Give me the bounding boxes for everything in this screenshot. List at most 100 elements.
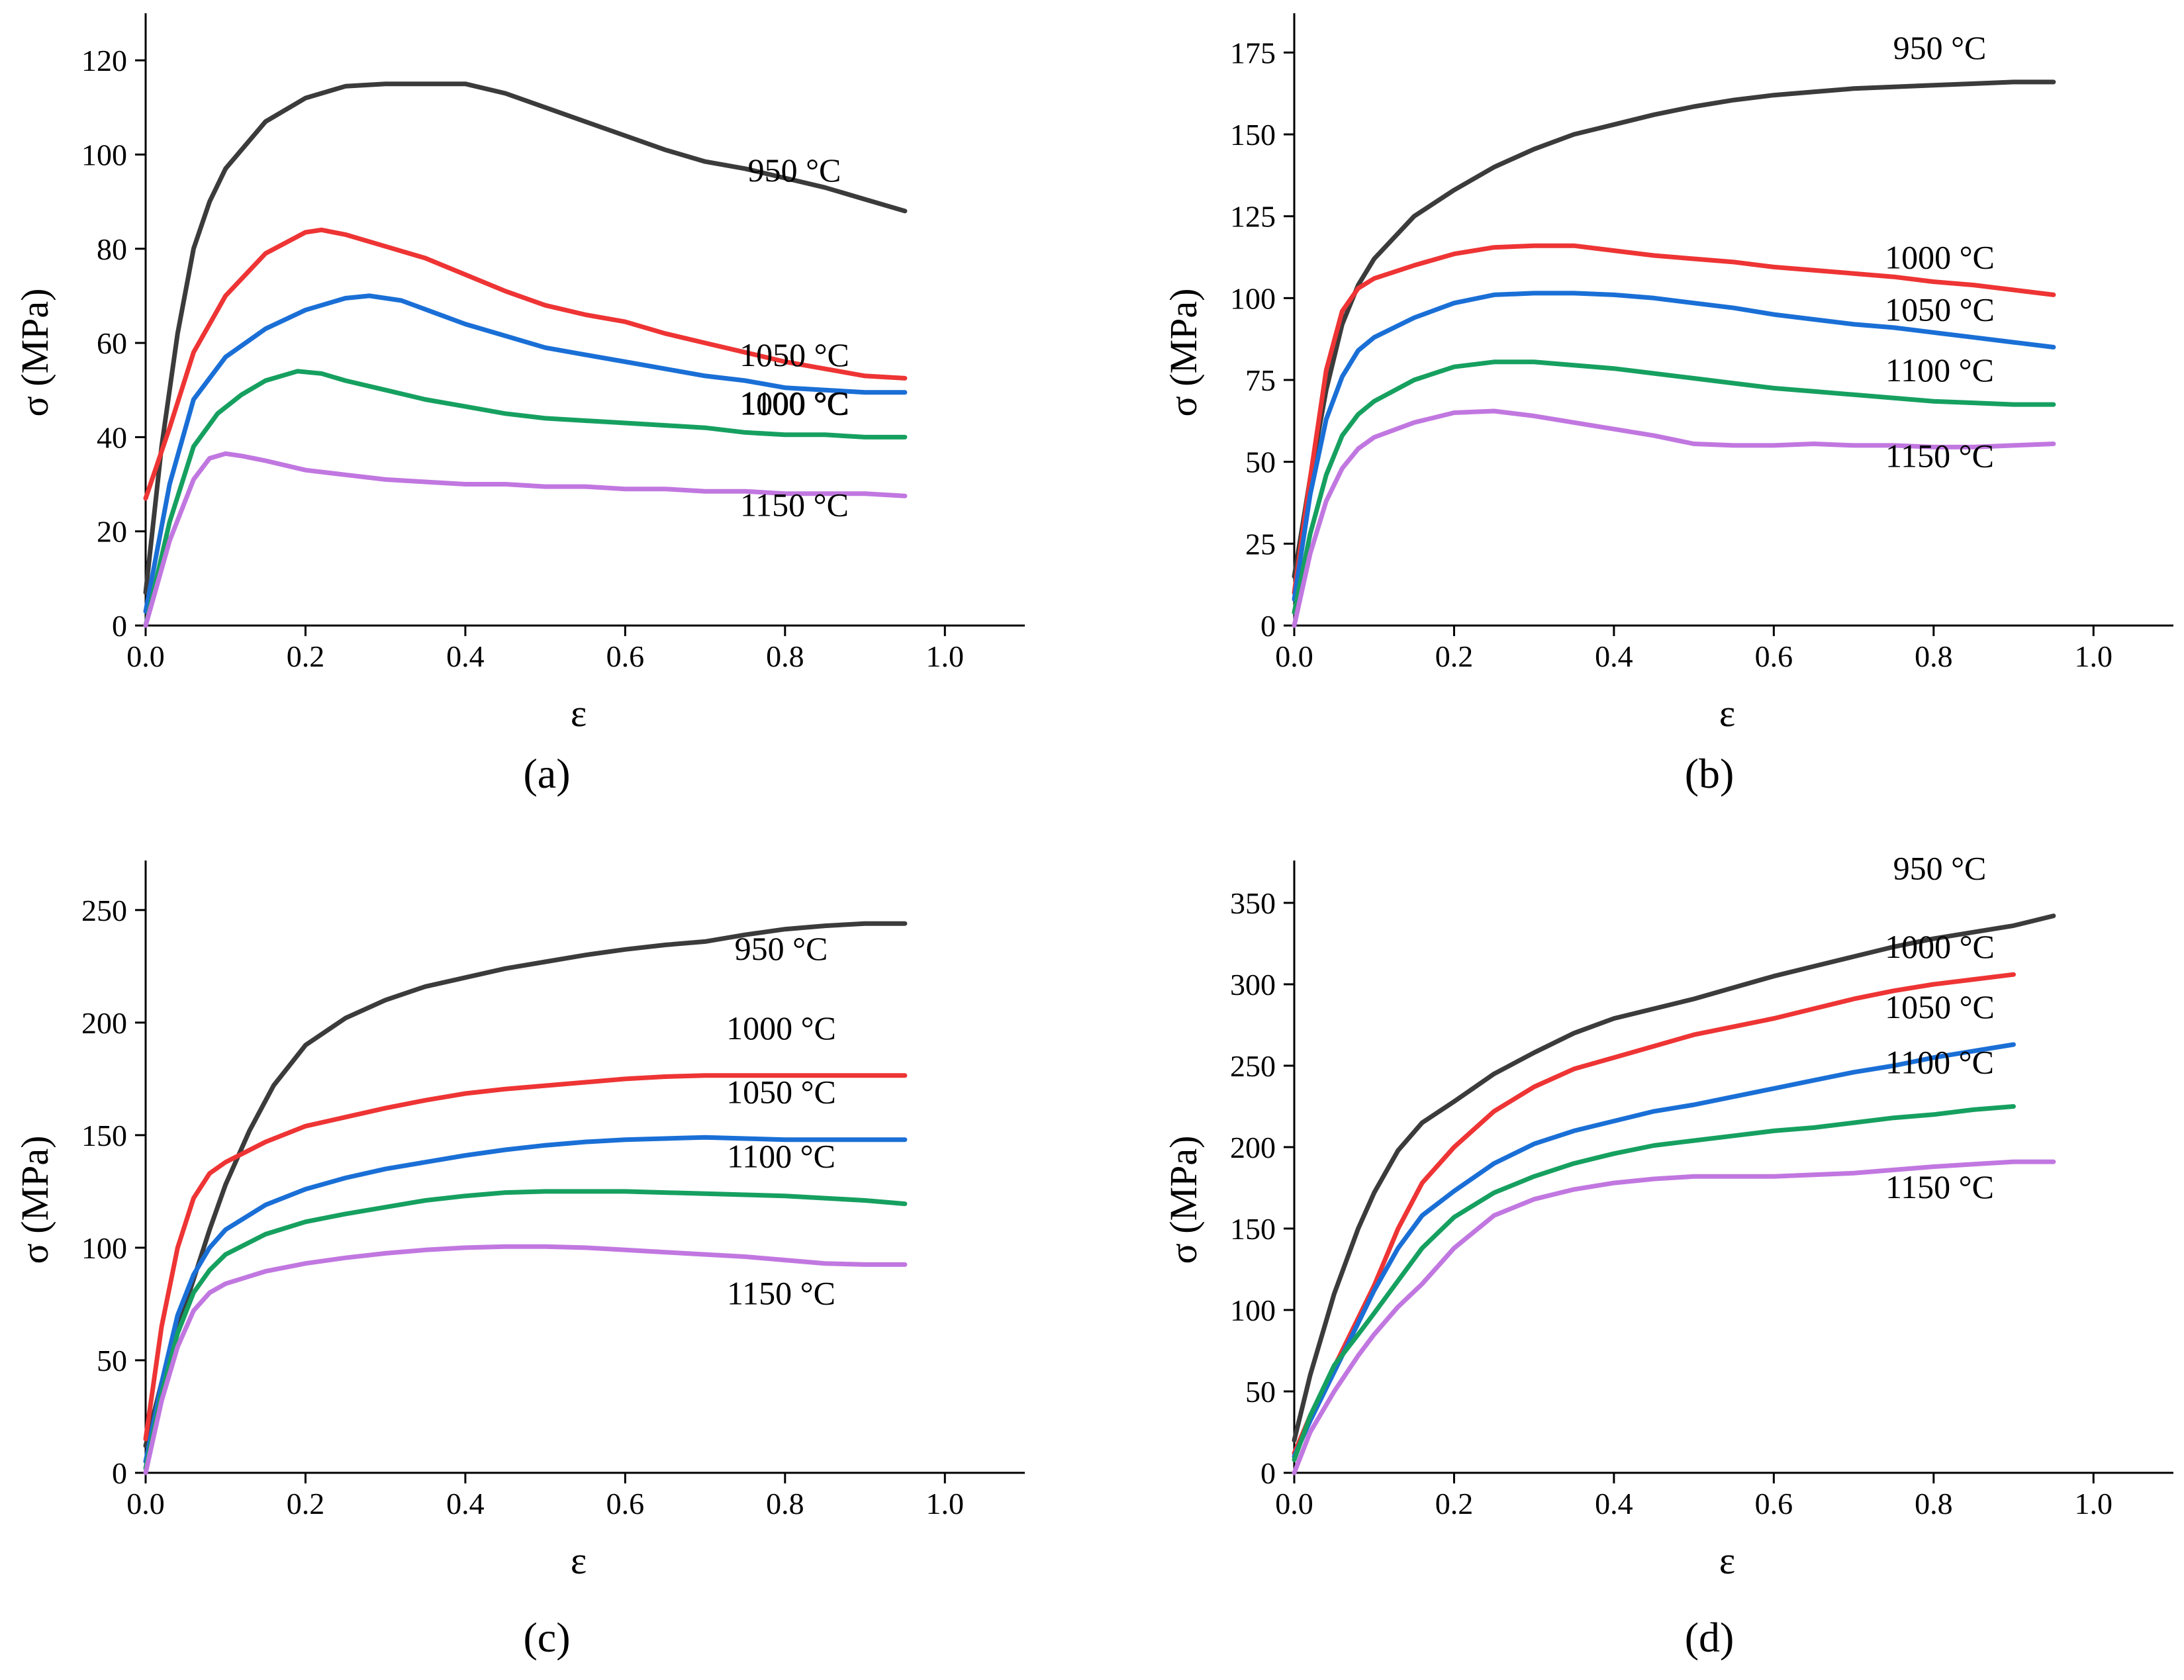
y-tick-label: 20: [97, 515, 127, 549]
x-tick-label: 0.6: [606, 1487, 645, 1520]
y-tick-label: 75: [1245, 363, 1276, 397]
y-axis-title-c: σ (MPa): [13, 1136, 56, 1264]
series-label-1100-c: 1100 °C: [727, 1138, 835, 1175]
series-line-1150-b: [1292, 408, 2056, 628]
series-line-1000-b: [1292, 243, 2056, 595]
x-tick-label: 1.0: [2075, 1487, 2113, 1520]
series-label-1000-d: 1000 °C: [1885, 928, 1995, 965]
series-line-1100-a: [143, 369, 908, 628]
x-tick-label: 0.6: [606, 639, 645, 673]
x-tick-label: 1.0: [926, 1487, 965, 1520]
x-axis-title-c: ε: [571, 1539, 587, 1582]
series-line-950-b: [1292, 79, 2056, 579]
y-tick-label: 50: [97, 1344, 127, 1377]
series-label-1000-b: 1000 °C: [1885, 238, 1995, 275]
y-tick-label: 100: [1230, 1293, 1276, 1327]
x-axis-title-a: ε: [571, 692, 587, 735]
series-line-1150-d: [1292, 1159, 2056, 1475]
y-tick-label: 100: [81, 138, 127, 171]
x-tick-label: 0.2: [1435, 1487, 1474, 1520]
series-line-1050-a: [143, 293, 908, 614]
series-line-1100-c: [143, 1189, 908, 1471]
panel-b: (b) 0.0 0.2 0.4 0.6 0.8 1.0 0 25 50 75 100 125 150 17…: [1162, 13, 2173, 797]
panel-label-d: (d): [1685, 1614, 1734, 1661]
x-tick-label: 0.2: [1435, 639, 1474, 673]
series-label-1150-b: 1150 °C: [1885, 437, 1994, 474]
series-line-950-c: [143, 921, 908, 1448]
y-tick-label: 40: [97, 420, 127, 454]
y-tick-label: 80: [97, 232, 127, 266]
x-tick-label: 1.0: [2075, 639, 2113, 673]
series-label-1100-d: 1100 °C: [1885, 1043, 1994, 1080]
y-tick-label: 250: [1230, 1049, 1276, 1083]
series-line-1000-c: [143, 1073, 908, 1442]
y-tick-label: 150: [81, 1119, 127, 1152]
x-tick-label: 0.0: [1275, 639, 1313, 673]
y-tick-label: 0: [1260, 609, 1276, 643]
x-tick-label: 0.8: [1915, 1487, 1953, 1520]
y-tick-label: 0: [1260, 1456, 1276, 1490]
x-axis-title-d: ε: [1719, 1539, 1735, 1582]
y-tick-label: 0: [112, 1456, 127, 1490]
x-axis-title-b: ε: [1719, 692, 1735, 735]
series-line-1150-a: [143, 451, 908, 628]
series-label-1150-d: 1150 °C: [1885, 1168, 1994, 1205]
series-line-950-a: [143, 81, 908, 595]
series-line-1050-d: [1292, 1042, 2016, 1459]
x-tick-label: 0.0: [1275, 1487, 1313, 1520]
panel-d: (d) 0.0 0.2 0.4 0.6 0.8 1.0 0 50 100 150 200 250 300…: [1162, 850, 2173, 1661]
series-label-1150-a: 1150 °C: [740, 486, 849, 523]
series-label-1100-a: 1100 °C: [740, 384, 849, 421]
y-tick-label: 0: [112, 609, 127, 643]
y-tick-label: 300: [1230, 968, 1276, 1002]
series-label-1000-a: 1000 °C: [739, 385, 849, 422]
y-tick-label: 60: [97, 326, 127, 360]
y-tick-label: 50: [1245, 445, 1276, 479]
x-tick-label: 0.8: [766, 639, 804, 673]
y-tick-label: 200: [1230, 1131, 1276, 1164]
y-tick-label: 120: [81, 44, 127, 77]
x-tick-label: 0.8: [766, 1487, 804, 1520]
series-label-950-b: 950 °C: [1893, 29, 1987, 66]
y-tick-label: 125: [1230, 200, 1276, 234]
series-label-1100-b: 1100 °C: [1885, 351, 1994, 389]
panel-c: (c) 0.0 0.2 0.4 0.6 0.8 1.0 0 50 100 150 200 250 ε σ …: [13, 861, 1025, 1661]
y-tick-label: 350: [1230, 886, 1276, 920]
series-line-950-d: [1292, 913, 2056, 1443]
series-label-1050-b: 1050 °C: [1885, 291, 1995, 328]
x-tick-label: 1.0: [926, 639, 965, 673]
x-tick-label: 0.2: [287, 639, 325, 673]
y-tick-label: 100: [1230, 281, 1276, 315]
y-axis-title-b: σ (MPa): [1162, 289, 1205, 417]
series-label-1050-a: 1050 °C: [739, 336, 849, 373]
x-tick-label: 0.0: [126, 1487, 165, 1520]
y-tick-label: 250: [81, 894, 127, 927]
x-tick-label: 0.2: [287, 1487, 325, 1520]
series-label-1050-c: 1050 °C: [726, 1074, 836, 1111]
series-label-950-a: 950 °C: [748, 152, 841, 189]
panel-label-b: (b): [1685, 750, 1734, 797]
series-label-950-c: 950 °C: [735, 930, 828, 967]
y-axis-title-a: σ (MPa): [13, 289, 56, 417]
panel-a: (a) 0.0 0.2 0.4 0.6 0.8 1.0 0 20 40 60 80 100 120 ε σ …: [13, 13, 1025, 797]
x-tick-label: 0.4: [446, 639, 485, 673]
y-tick-label: 50: [1245, 1375, 1276, 1409]
series-line-1050-c: [143, 1135, 908, 1464]
x-tick-label: 0.4: [1595, 639, 1633, 673]
x-tick-label: 0.4: [446, 1487, 485, 1520]
x-tick-label: 0.6: [1755, 639, 1793, 673]
series-label-1150-c: 1150 °C: [727, 1274, 835, 1311]
y-tick-label: 200: [81, 1006, 127, 1040]
series-line-1100-b: [1292, 359, 2056, 615]
series-line-1150-c: [143, 1244, 908, 1475]
panel-label-a: (a): [523, 750, 570, 797]
y-tick-label: 100: [81, 1231, 127, 1265]
panel-label-c: (c): [523, 1614, 570, 1661]
x-tick-label: 0.8: [1915, 639, 1953, 673]
series-label-950-d: 950 °C: [1893, 850, 1987, 887]
series-line-1050-b: [1292, 291, 2056, 602]
x-tick-label: 0.6: [1755, 1487, 1793, 1520]
series-line-1000-a: [143, 227, 908, 501]
x-tick-label: 0.0: [126, 639, 165, 673]
